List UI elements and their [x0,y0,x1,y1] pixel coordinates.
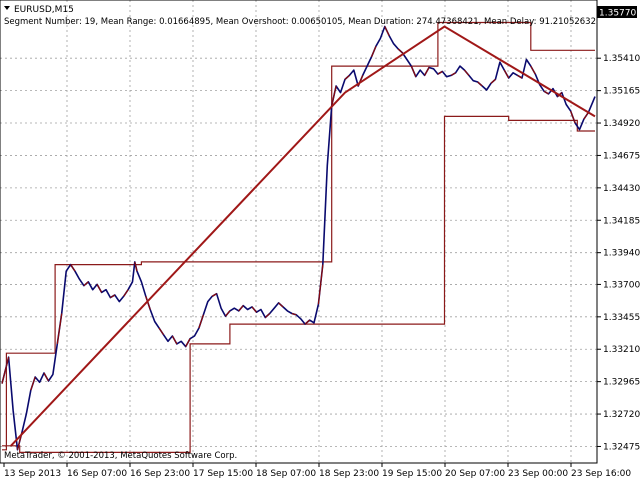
price-line-segment [251,306,257,313]
price-line-segment [134,261,138,272]
price-line-segment [517,74,523,79]
price-line-segment [503,69,510,79]
x-tick-label: 16 Sep 23:00 [130,469,190,479]
price-line-segment [56,313,63,345]
x-tick-label: 18 Sep 23:00 [319,469,379,479]
y-tick-label: 1.33210 [603,345,640,355]
price-line-segment [344,74,350,80]
price-line-segment [278,302,284,308]
price-line-segment [238,305,244,312]
price-line-segment [543,90,549,95]
price-line-segment [110,294,116,299]
price-line-segment [450,72,456,76]
y-tick-label: 1.34185 [603,216,640,226]
price-line-segment [410,65,417,77]
price-line-segment [83,281,89,287]
price-line-segment [437,70,443,75]
channel-line [2,21,595,451]
x-tick-label: 18 Sep 07:00 [256,469,316,479]
dropdown-triangle-icon[interactable] [4,6,10,10]
y-tick-label: 1.35165 [603,87,640,97]
price-line-segment [198,314,204,329]
channel-line [2,115,595,453]
price-line-segment [370,46,377,58]
price-line-segment [145,296,151,310]
price-line-segment [424,67,430,76]
price-line-segment [158,327,165,336]
channel-lines [2,21,595,453]
y-tick-label: 1.33455 [603,313,640,323]
chart-title: EURUSD,M15 [4,5,74,15]
price-line-segment [490,78,496,84]
price-line-segment [264,313,271,318]
price-axis: 1.35410 1.35165 1.34920 1.34675 1.34430 1.341… [597,54,640,452]
price-line-segment [43,372,49,382]
price-line-segment [70,264,76,272]
price-line-segment [530,65,536,75]
price-line-segment [384,26,390,36]
zigzag-lines [10,25,596,447]
current-price-value: 1.35770 [599,9,636,19]
x-tick-label: 13 Sep 2013 [4,469,61,479]
y-tick-label: 1.32720 [603,410,640,420]
current-price-label: 1.35770 [597,6,637,19]
price-line-segment [397,48,403,54]
y-tick-label: 1.34920 [603,119,640,129]
copyright-text: MetaTrader, © 2001-2013, MetaQuotes Soft… [4,451,237,461]
x-tick-label: 17 Sep 15:00 [193,469,253,479]
price-line-segment [463,69,470,76]
price-line-segment [1,357,10,384]
x-tick-label: 23 Sep 00:00 [508,469,568,479]
x-tick-label: 16 Sep 07:00 [67,469,127,479]
price-line-segment [477,81,483,87]
y-tick-label: 1.34430 [603,184,640,194]
price-line-segment [96,284,103,293]
segment-info: Segment Number: 19, Mean Range: 0.016648… [4,17,596,27]
price-line-segment [331,85,337,106]
y-tick-label: 1.33700 [603,280,640,290]
plot-frame [0,0,598,464]
price-series [1,25,596,451]
current-price-box [597,6,637,18]
price-line-segment [30,376,36,391]
y-tick-label: 1.33940 [603,249,640,259]
price-line-segment [583,112,589,120]
y-tick-label: 1.35410 [603,54,640,64]
y-tick-label: 1.32965 [603,378,640,388]
x-tick-label: 23 Sep 16:00 [571,469,631,479]
y-tick-label: 1.32475 [603,442,640,452]
price-line-segment [291,312,297,316]
price-line-segment [123,289,129,297]
time-axis: 13 Sep 2013 16 Sep 07:00 16 Sep 23:00 17 Se… [3,463,631,479]
price-line-segment [317,264,324,305]
price-line-segment [211,293,217,297]
price-line [1,25,596,451]
price-line-segment [304,319,310,325]
symbol-title: EURUSD,M15 [14,5,74,15]
x-tick-label: 19 Sep 15:00 [382,469,442,479]
x-tick-label: 20 Sep 07:00 [445,469,505,479]
price-line-segment [185,338,191,347]
price-line-segment [171,335,178,345]
y-tick-label: 1.34675 [603,151,640,161]
zigzag-line [10,25,596,447]
price-line-segment [570,110,576,124]
price-line-segment [225,310,231,317]
